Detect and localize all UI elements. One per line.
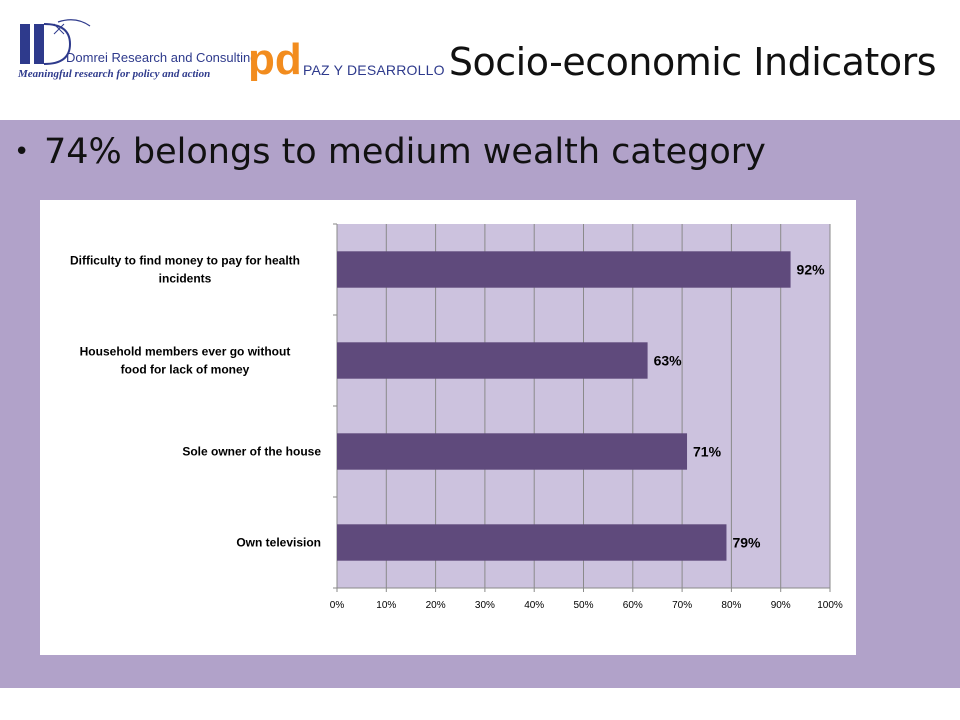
x-tick-label: 80% [721,600,741,611]
x-tick-label: 60% [623,600,643,611]
bar [337,342,648,379]
bullet-text: 74% belongs to medium wealth category [44,132,766,172]
chart-container: 0% 10% 20% 30% 40% 50% 60% 70% 80% 90% 100% 92% Diff… [40,200,856,655]
bar [337,251,791,288]
pd-logo-mark: pd [248,36,302,81]
x-tick-label: 20% [426,600,446,611]
domrei-logo-name: Domrei Research and Consulting [66,50,258,65]
category-label: Difficulty to find money to pay for heal… [70,254,300,268]
data-label: 79% [732,535,761,551]
pd-logo-name: PAZ Y DESARROLLO [303,62,445,78]
slide-header: Domrei Research and Consulting Meaningfu… [0,0,960,120]
x-tick-label: 70% [672,600,692,611]
x-tick-label: 0% [330,600,345,611]
slide-content: • 74% belongs to medium wealth category 0… [0,120,960,688]
x-tick-label: 10% [376,600,396,611]
paz-y-desarrollo-logo: pd PAZ Y DESARROLLO [248,36,463,86]
category-label: Household members ever go without [80,345,291,359]
category-label: incidents [159,272,212,286]
svg-text:pd: pd [248,36,302,81]
x-tick-label: 50% [573,600,593,611]
category-label: food for lack of money [121,363,250,377]
x-tick-label: 40% [524,600,544,611]
domrei-logo: Domrei Research and Consulting Meaningfu… [18,18,258,88]
domrei-logo-tagline: Meaningful research for policy and actio… [18,68,211,80]
bar [337,433,688,470]
page-title: Socio-economic Indicators [448,40,937,84]
category-label: Sole owner of the house [182,445,321,459]
data-label: 92% [797,262,826,278]
bar [337,524,727,561]
bar-chart: 0% 10% 20% 30% 40% 50% 60% 70% 80% 90% 100% 92% Diff… [70,223,843,611]
x-tick-label: 30% [475,600,495,611]
category-label: Own television [236,536,321,550]
data-label: 63% [654,353,683,369]
bullet-icon: • [14,137,30,167]
data-label: 71% [693,444,722,460]
domrei-logo-mark [20,19,91,65]
x-tick-label: 100% [817,600,843,611]
x-tick-label: 90% [771,600,791,611]
bullet-point: • 74% belongs to medium wealth category [14,132,766,172]
